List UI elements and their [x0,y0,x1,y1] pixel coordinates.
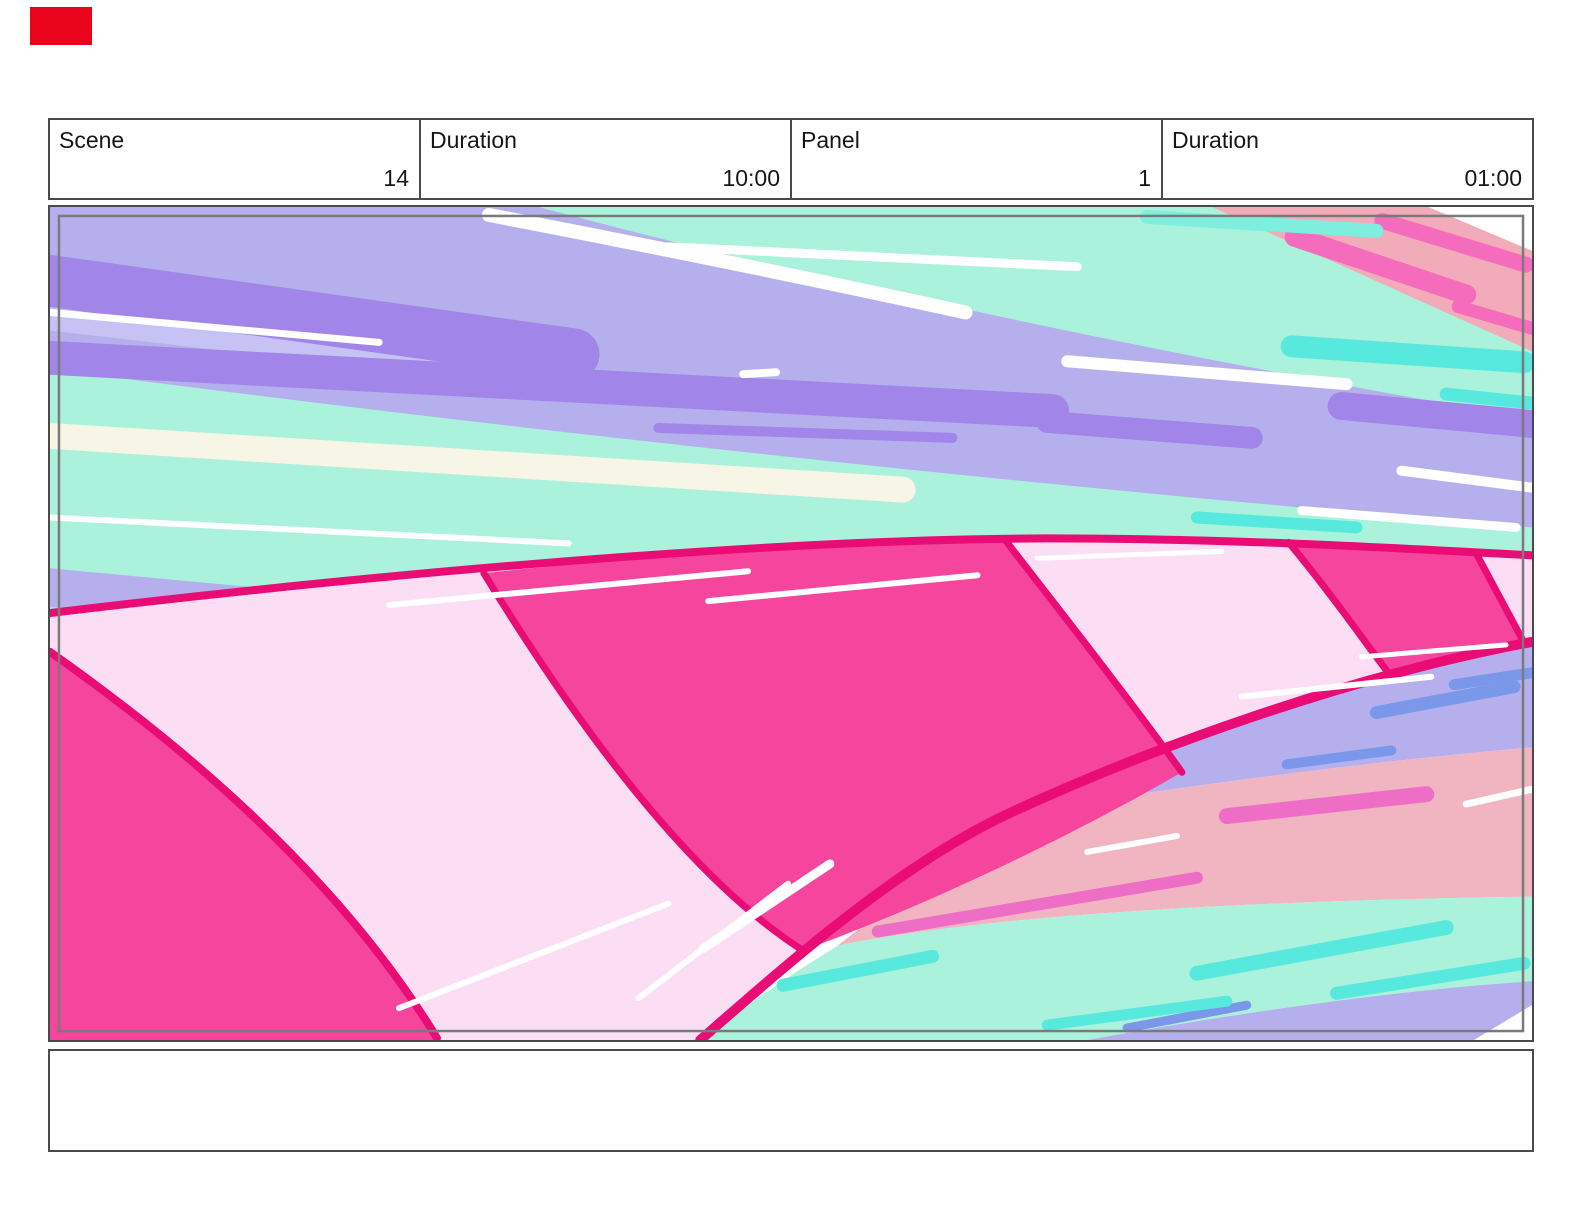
panel-value: 1 [1138,165,1151,191]
header-cell-panel: Panel 1 [790,120,1161,198]
storyboard-artwork [50,207,1532,1040]
red-marker [30,7,92,45]
ribbon-segment-hot-left [50,651,437,1040]
ribbon-segment-hot-right [1288,541,1523,673]
inner-frame-line [57,214,1525,1033]
notes-text [50,1051,1532,1067]
lavender-swoosh [50,207,1532,528]
panel-header-table: Scene 14 Duration 10:00 Panel 1 Duration… [48,118,1534,200]
red-marker-fill [30,7,92,45]
header-cell-scene-duration: Duration 10:00 [419,120,790,198]
scene-value: 14 [383,165,409,191]
notes-box [48,1049,1534,1152]
white-corner-top [1428,207,1532,251]
panel-duration-value: 01:00 [1464,165,1522,191]
white-streaks-ribbon [386,548,1509,1012]
scene-label: Scene [59,127,125,153]
white-streaks-bottom [1084,785,1532,855]
swoosh-highlight [481,207,973,320]
cyan-soft-streak [1140,209,1384,238]
blue-streaks-bottom [1122,667,1532,1033]
storyboard-panel-frame [48,205,1534,1042]
header-cell-scene: Scene 14 [50,120,419,198]
ribbon-segment-hot-center [483,539,1182,951]
bottom-mint-band [700,896,1532,1040]
header-cell-panel-duration: Duration 01:00 [1161,120,1532,198]
white-streaks-top [50,242,1532,547]
scene-duration-value: 10:00 [722,165,780,191]
cream-streak [50,422,916,503]
panel-duration-label: Duration [1172,127,1259,153]
bottom-lavender-band-2 [1087,981,1532,1040]
panel-label: Panel [801,127,860,153]
magenta-streaks-top [1284,212,1532,335]
cyan-streaks-bottom [776,920,1531,1031]
scene-duration-label: Duration [430,127,517,153]
purple-streaks [50,254,1532,449]
cyan-streaks-top [1190,335,1532,534]
